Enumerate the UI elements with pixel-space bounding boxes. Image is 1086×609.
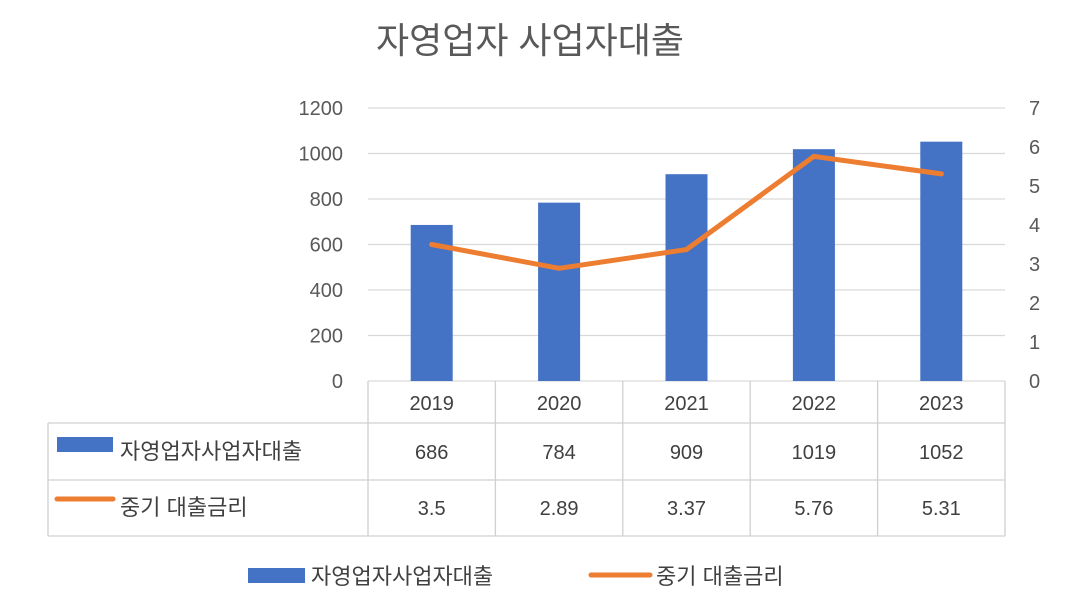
legend-bar-swatch — [248, 568, 305, 583]
table-cell-line-value: 5.76 — [794, 498, 833, 520]
bar-2020 — [538, 202, 581, 381]
x-axis-category-label: 2021 — [664, 393, 709, 415]
table-cell-bar-value: 1019 — [792, 442, 837, 464]
right-axis-tick-label: 3 — [1029, 254, 1040, 276]
right-axis-tick-label: 1 — [1029, 332, 1040, 354]
table-cell-line-value: 3.37 — [667, 498, 706, 520]
data-table: 2019 686 3.5 2020 784 2.89 2021 909 3.37 2022 1019… — [47, 381, 1006, 537]
left-axis-tick-label: 200 — [310, 326, 343, 348]
line-point-2021 — [684, 247, 689, 253]
table-cell-line-value: 3.5 — [418, 498, 446, 520]
chart-title: 자영업자 사업자대출 — [376, 20, 684, 61]
left-axis-tick-label: 1000 — [299, 144, 344, 166]
left-axis-tick-label: 1200 — [299, 98, 344, 120]
right-axis: 0 1 2 3 4 5 6 7 — [1029, 98, 1040, 393]
x-axis-category-label: 2023 — [919, 393, 964, 415]
table-cell-bar-value: 1052 — [919, 442, 964, 464]
right-axis-tick-label: 7 — [1029, 98, 1040, 120]
left-axis-tick-label: 600 — [310, 235, 343, 257]
table-cell-line-value: 5.31 — [922, 498, 961, 520]
legend-label-line: 중기 대출금리 — [656, 564, 784, 589]
table-cell-bar-value: 909 — [670, 442, 703, 464]
line-series-group — [429, 153, 944, 271]
right-axis-tick-label: 4 — [1029, 215, 1040, 237]
legend: 자영업자사업자대출 중기 대출금리 — [248, 564, 784, 589]
left-axis-tick-label: 400 — [310, 280, 343, 302]
right-axis-tick-label: 0 — [1029, 371, 1040, 393]
table-bar-swatch — [57, 437, 113, 452]
left-axis-tick-label: 800 — [310, 189, 343, 211]
line-point-2020 — [556, 265, 562, 271]
table-cell-bar-value: 686 — [415, 442, 448, 464]
line-point-2022 — [811, 153, 817, 159]
bar-2022 — [792, 149, 835, 381]
line-point-2019 — [429, 242, 435, 247]
right-axis-tick-label: 6 — [1029, 137, 1040, 159]
legend-label-bar: 자영업자사업자대출 — [311, 564, 493, 589]
right-axis-tick-label: 5 — [1029, 176, 1040, 198]
left-axis: 0 200 400 600 800 1000 1200 — [299, 98, 344, 393]
line-point-2023 — [938, 171, 944, 177]
bar-2021 — [665, 174, 708, 381]
table-row-label-bar: 자영업자사업자대출 — [120, 439, 302, 464]
bar-2019 — [410, 224, 453, 381]
left-axis-tick-label: 0 — [332, 371, 343, 393]
x-axis-category-label: 2020 — [537, 393, 582, 415]
x-axis-category-label: 2022 — [792, 393, 837, 415]
table-cell-bar-value: 784 — [542, 442, 575, 464]
bar-2023 — [920, 141, 963, 381]
table-row-label-line: 중기 대출금리 — [120, 495, 248, 520]
x-axis-category-label: 2019 — [409, 393, 454, 415]
right-axis-tick-label: 2 — [1029, 293, 1040, 315]
table-cell-line-value: 2.89 — [540, 498, 579, 520]
bar-series — [410, 141, 963, 381]
